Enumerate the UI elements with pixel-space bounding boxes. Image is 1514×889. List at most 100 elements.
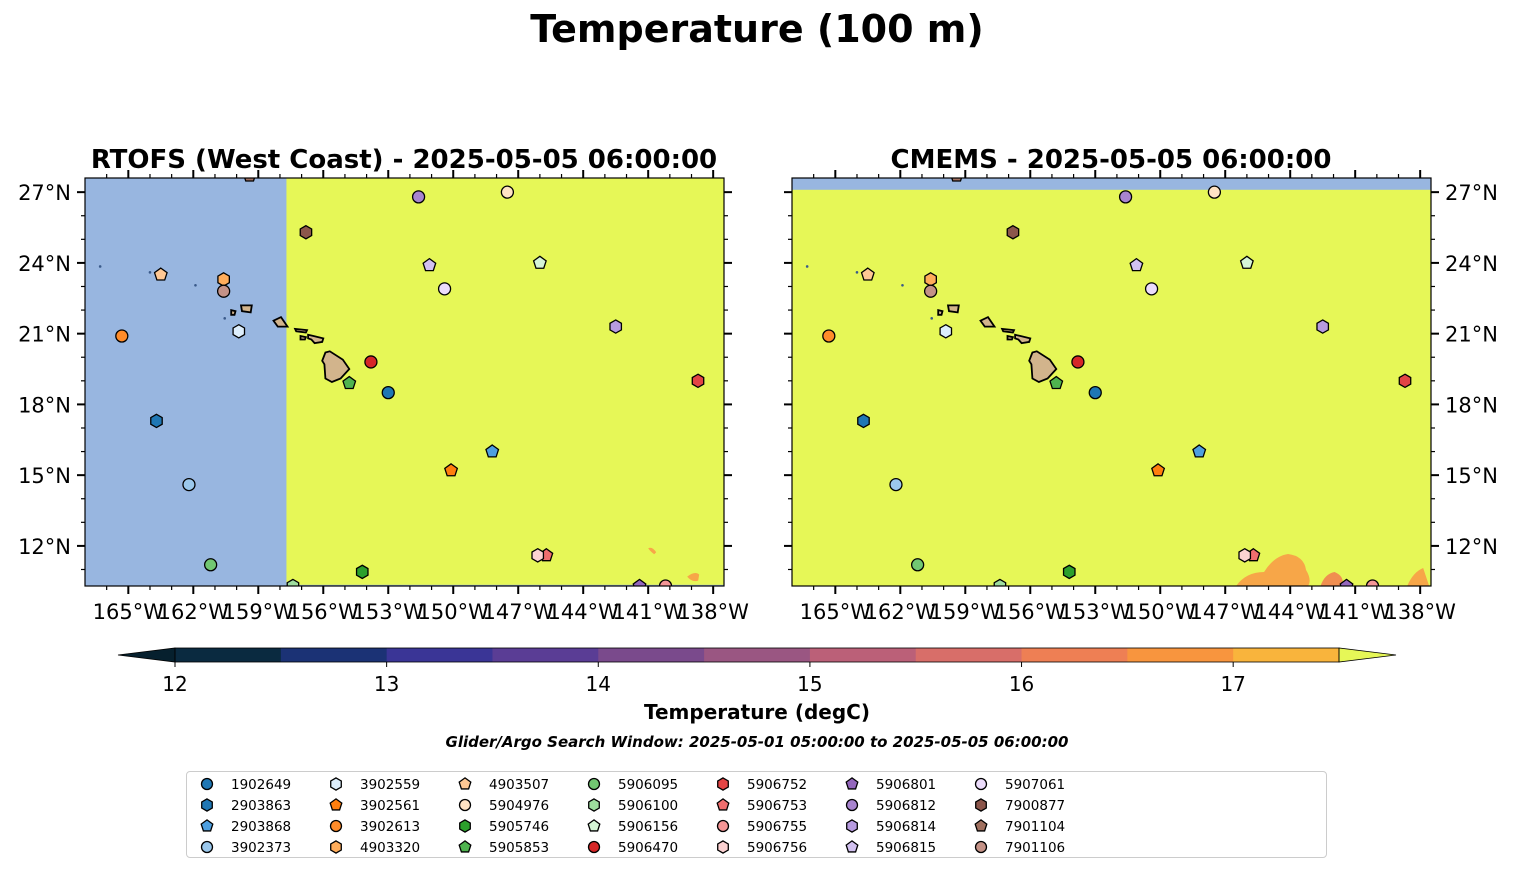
warm-patch: [687, 572, 700, 582]
float-marker-5906812: [411, 190, 426, 204]
legend-entry-5906815: 5906815: [845, 840, 936, 856]
legend-entry-7901104: 7901104: [974, 819, 1065, 835]
legend-label: 5906095: [618, 777, 678, 793]
legend-label: 5906814: [876, 819, 936, 835]
float-marker-5905746: [355, 564, 369, 580]
warm-patch: [1320, 572, 1343, 586]
float-marker-5906095: [203, 558, 218, 572]
float-marker-7901106: [216, 284, 231, 298]
island: [1000, 327, 1016, 334]
legend-label: 5905853: [489, 840, 549, 856]
lat-tick-label: 24°N: [18, 252, 71, 276]
legend-label: 1902649: [231, 777, 291, 793]
float-marker-7901104: [951, 178, 963, 182]
legend-entry-5906801: 5906801: [845, 777, 936, 793]
legend-label: 2903863: [231, 798, 291, 814]
float-marker-4903320: [217, 272, 231, 287]
float-marker-5906815: [845, 840, 859, 853]
legend-entry-5907061: 5907061: [974, 777, 1065, 793]
map-frame: [84, 177, 725, 587]
legend-label: 7901106: [1005, 840, 1065, 856]
legend-entry-5906100: 5906100: [588, 798, 678, 814]
float-marker-5906801: [845, 777, 859, 790]
warm-patch: [1407, 568, 1430, 586]
float-marker-7901106: [974, 840, 988, 854]
float-marker-3902559: [330, 777, 342, 791]
lon-tick-label: 162°W: [865, 600, 937, 624]
float-marker-5906755: [1365, 579, 1380, 586]
temperature-field: [286, 178, 724, 585]
lon-tick-label: 141°W: [1320, 600, 1392, 624]
float-marker-5906095: [587, 777, 601, 791]
legend-entry-5906755: 5906755: [716, 819, 807, 835]
colorbar-bin: [1127, 648, 1234, 662]
float-marker-3902559: [232, 323, 246, 339]
lon-tick-label: 156°W: [288, 600, 360, 624]
colorbar-bin: [704, 648, 811, 662]
colorbar-bin: [915, 648, 1023, 662]
colorbar-bin: [175, 648, 282, 662]
colorbar-tick-label: 12: [162, 672, 187, 696]
float-marker-2903863: [201, 798, 213, 812]
island: [230, 308, 237, 316]
float-marker-5906801: [1339, 578, 1354, 586]
atoll: [223, 317, 227, 320]
legend-entry-5906753: 5906753: [716, 798, 807, 814]
legend-label: 3902373: [231, 840, 291, 856]
float-marker-7900877: [975, 798, 987, 812]
legend-entry-2903868: 2903868: [200, 819, 291, 835]
map-right-title: CMEMS - 2025-05-05 06:00:00: [891, 145, 1332, 175]
float-marker-1902649: [1088, 385, 1102, 400]
float-marker-5906756: [717, 840, 729, 854]
colorbar-bin: [1021, 648, 1128, 662]
lon-tick-label: 165°W: [93, 600, 165, 624]
lon-tick-label: 138°W: [1384, 600, 1456, 624]
lon-tick-label: 159°W: [223, 600, 295, 624]
float-legend-entries: 1902649 2903863 2903868 3902373 3902559 39025…: [200, 777, 1065, 856]
lon-tick-label: 150°W: [1125, 600, 1197, 624]
float-marker-3902373: [182, 477, 196, 492]
lon-tick-label: 156°W: [995, 600, 1067, 624]
lon-tick-label: 138°W: [677, 600, 749, 624]
lat-tick-label: 18°N: [1445, 393, 1498, 417]
float-marker-5905853: [342, 375, 357, 390]
legend-entry-7900877: 7900877: [975, 798, 1065, 814]
lat-tick-label: 27°N: [1445, 181, 1498, 205]
lat-tick-label: 21°N: [1445, 323, 1498, 347]
warm-patch: [648, 547, 657, 555]
float-marker-5906756: [531, 547, 545, 563]
float-marker-5906801: [632, 578, 647, 586]
lon-tick-label: 162°W: [158, 600, 230, 624]
float-marker-4903507: [860, 267, 875, 281]
legend-label: 5906470: [618, 840, 678, 856]
lon-tick-label: 141°W: [613, 600, 685, 624]
float-marker-5906814: [609, 319, 623, 334]
lon-tick-label: 150°W: [418, 600, 490, 624]
colorbar-tick-label: 17: [1220, 672, 1245, 696]
float-marker-5906156: [1239, 255, 1254, 269]
float-marker-5906752: [1398, 373, 1412, 389]
lat-tick-label: 27°N: [18, 181, 71, 205]
float-marker-5906470: [1071, 355, 1085, 369]
colorbar-tick-label: 15: [797, 672, 822, 696]
float-marker-4903320: [330, 840, 342, 854]
float-marker-5906100: [993, 578, 1007, 586]
island: [1028, 350, 1058, 383]
island: [272, 315, 290, 328]
atoll: [148, 271, 152, 274]
lat-tick-label: 21°N: [18, 323, 71, 347]
float-marker-7901106: [923, 284, 938, 298]
float-marker-5906755: [716, 819, 730, 833]
float-marker-3902613: [115, 329, 129, 343]
float-marker-3902613: [822, 329, 836, 343]
colorbar-bin: [280, 648, 388, 662]
float-marker-3902561: [1151, 463, 1166, 477]
atoll: [901, 284, 904, 287]
lon-tick-label: 153°W: [1060, 600, 1132, 624]
legend-entry-7901106: 7901106: [974, 840, 1065, 856]
float-marker-2903863: [857, 413, 870, 429]
island: [293, 327, 309, 334]
float-marker-2903868: [1192, 444, 1207, 458]
float-marker-2903868: [200, 819, 214, 832]
float-marker-4903507: [458, 777, 472, 790]
